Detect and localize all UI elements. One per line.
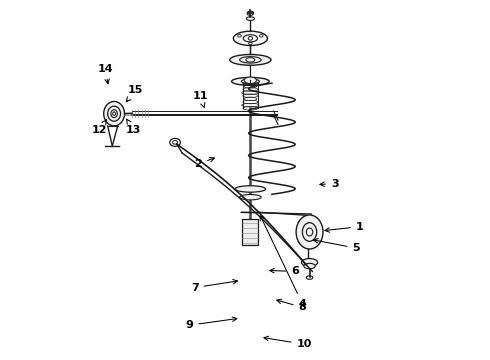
Text: 3: 3	[320, 179, 339, 189]
Text: 4: 4	[260, 216, 306, 309]
Text: 1: 1	[325, 222, 364, 232]
Bar	[243, 219, 258, 244]
Text: 6: 6	[270, 266, 299, 276]
Text: 5: 5	[314, 239, 360, 253]
Ellipse shape	[104, 102, 124, 126]
Ellipse shape	[304, 264, 315, 269]
Text: 15: 15	[126, 85, 143, 102]
Text: 9: 9	[186, 317, 237, 330]
Text: 7: 7	[191, 279, 238, 293]
Ellipse shape	[233, 31, 268, 45]
Text: 2: 2	[195, 157, 215, 169]
Ellipse shape	[240, 194, 261, 200]
Text: 14: 14	[98, 64, 113, 84]
Text: 12: 12	[92, 120, 107, 135]
Text: 13: 13	[126, 119, 142, 135]
Ellipse shape	[232, 77, 269, 85]
Ellipse shape	[245, 77, 256, 84]
Ellipse shape	[230, 54, 271, 65]
Ellipse shape	[301, 258, 318, 266]
Ellipse shape	[235, 186, 266, 192]
Text: 8: 8	[277, 299, 306, 312]
Text: 11: 11	[193, 91, 208, 107]
Ellipse shape	[296, 215, 323, 249]
Text: 10: 10	[264, 336, 312, 349]
